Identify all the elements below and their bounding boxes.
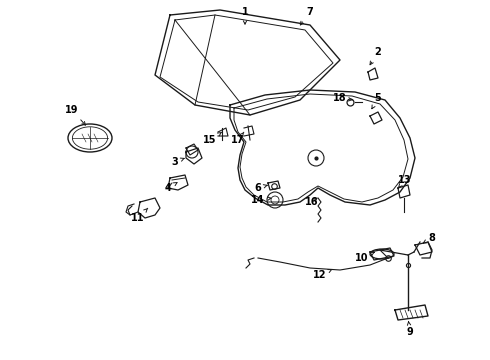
Text: 3: 3: [172, 157, 184, 167]
Text: 11: 11: [131, 208, 148, 223]
Text: 2: 2: [370, 47, 381, 65]
Text: 12: 12: [313, 269, 332, 280]
Text: 1: 1: [242, 7, 248, 24]
Text: 7: 7: [300, 7, 314, 25]
Text: 15: 15: [203, 132, 222, 145]
Text: 17: 17: [231, 132, 245, 145]
Text: 8: 8: [423, 233, 436, 243]
Text: 18: 18: [333, 93, 352, 103]
Text: 13: 13: [398, 175, 412, 188]
Text: 16: 16: [305, 197, 319, 207]
Text: 6: 6: [255, 183, 267, 193]
Text: 19: 19: [65, 105, 85, 125]
Text: 4: 4: [165, 183, 177, 193]
Text: 14: 14: [251, 195, 271, 205]
Text: 10: 10: [355, 252, 374, 263]
Text: 9: 9: [407, 321, 414, 337]
Text: 5: 5: [372, 93, 381, 109]
